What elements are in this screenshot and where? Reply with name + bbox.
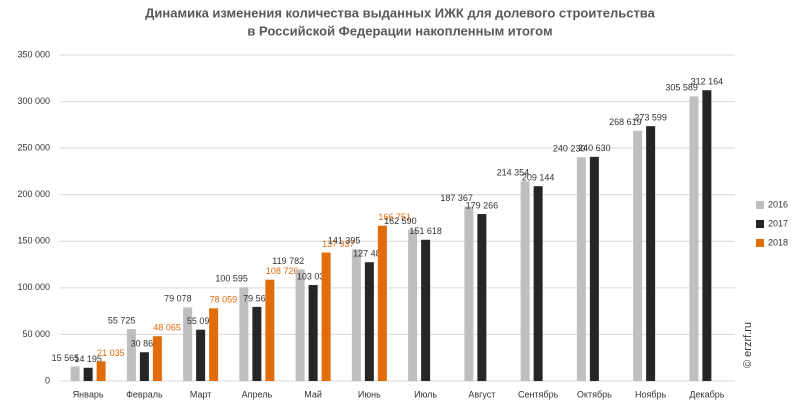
bar — [70, 366, 80, 381]
value-label: 187 367 — [440, 193, 473, 203]
bar — [421, 239, 431, 381]
value-label: 162 590 — [384, 216, 417, 226]
value-label: 14 195 — [74, 354, 102, 364]
legend-label: 2018 — [768, 237, 788, 247]
bar — [477, 214, 487, 381]
legend-label: 2017 — [768, 218, 788, 228]
x-tick-label: Август — [468, 389, 495, 399]
bar — [152, 336, 162, 381]
x-tick-label: Апрель — [242, 389, 273, 399]
bar — [633, 130, 643, 381]
legend-swatch — [756, 201, 764, 209]
y-tick-label: 50 000 — [22, 329, 50, 339]
value-label: 55 725 — [108, 315, 136, 325]
bar — [364, 262, 374, 381]
chart-title: Динамика изменения количества выданных И… — [145, 5, 656, 20]
x-tick-label: Май — [304, 389, 322, 399]
value-label: 103 030 — [297, 271, 330, 281]
value-label: 79 563 — [243, 293, 271, 303]
bar — [702, 90, 712, 382]
value-label: 141 395 — [328, 236, 361, 246]
bar — [351, 249, 361, 381]
bar — [196, 329, 206, 381]
y-tick-label: 300 000 — [17, 96, 50, 106]
value-label: 55 091 — [187, 316, 215, 326]
y-tick-label: 100 000 — [17, 282, 50, 292]
y-tick-label: 0 — [45, 375, 50, 385]
value-label: 240 230 — [553, 144, 586, 154]
value-label: 79 078 — [164, 294, 192, 304]
legend-swatch — [756, 220, 764, 228]
value-label: 179 266 — [466, 200, 499, 210]
value-label: 127 489 — [353, 249, 386, 259]
value-label: 268 619 — [609, 117, 642, 127]
bar — [83, 367, 93, 381]
x-tick-label: Март — [190, 389, 212, 399]
value-label: 48 065 — [153, 323, 181, 333]
bar — [126, 329, 136, 381]
bar — [646, 126, 656, 381]
value-label: 305 589 — [665, 83, 698, 93]
bar — [96, 361, 106, 381]
bar — [589, 156, 599, 381]
bar — [308, 285, 318, 381]
bar — [408, 229, 418, 381]
value-label: 214 354 — [497, 168, 530, 178]
value-label: 312 164 — [691, 77, 724, 87]
x-tick-label: Июль — [414, 389, 437, 399]
x-tick-label: Ноябрь — [635, 389, 667, 399]
x-tick-label: Октябрь — [577, 389, 612, 399]
value-label: 100 595 — [215, 274, 248, 284]
value-label: 108 726 — [266, 266, 299, 276]
value-label: 240 630 — [578, 143, 611, 153]
value-label: 30 865 — [131, 339, 159, 349]
y-tick-label: 200 000 — [17, 189, 50, 199]
bar — [464, 206, 474, 381]
bar — [265, 279, 275, 381]
value-label: 15 565 — [52, 353, 80, 363]
x-tick-label: Февраль — [126, 389, 163, 399]
value-label: 166 751 — [378, 212, 411, 222]
chart-subtitle: в Российской Федерации накопленным итого… — [247, 23, 552, 38]
y-tick-label: 250 000 — [17, 143, 50, 153]
value-label: 137 937 — [322, 239, 355, 249]
x-tick-label: Декабрь — [689, 389, 724, 399]
x-tick-label: Сентябрь — [518, 389, 559, 399]
x-tick-label: Июнь — [358, 389, 381, 399]
value-label: 151 618 — [409, 226, 442, 236]
watermark: © erzrf.ru — [742, 322, 754, 368]
value-label: 78 059 — [210, 295, 238, 305]
bar — [533, 186, 543, 381]
value-label: 21 035 — [97, 348, 125, 358]
value-label: 273 599 — [634, 113, 667, 123]
bar — [520, 181, 530, 381]
bar — [139, 352, 149, 381]
bar — [183, 307, 193, 381]
legend-swatch — [756, 239, 764, 247]
bar — [209, 308, 219, 381]
bar — [689, 96, 699, 382]
value-label: 209 144 — [522, 173, 555, 183]
bar — [239, 287, 249, 381]
legend-label: 2016 — [768, 199, 788, 209]
value-label: 119 782 — [272, 256, 304, 266]
bar — [321, 252, 331, 381]
y-tick-label: 350 000 — [17, 49, 50, 59]
bar — [295, 269, 305, 381]
bar — [252, 306, 262, 381]
y-tick-label: 150 000 — [17, 236, 50, 246]
x-tick-label: Январь — [73, 389, 104, 399]
bar — [377, 225, 387, 381]
bar — [576, 157, 586, 381]
